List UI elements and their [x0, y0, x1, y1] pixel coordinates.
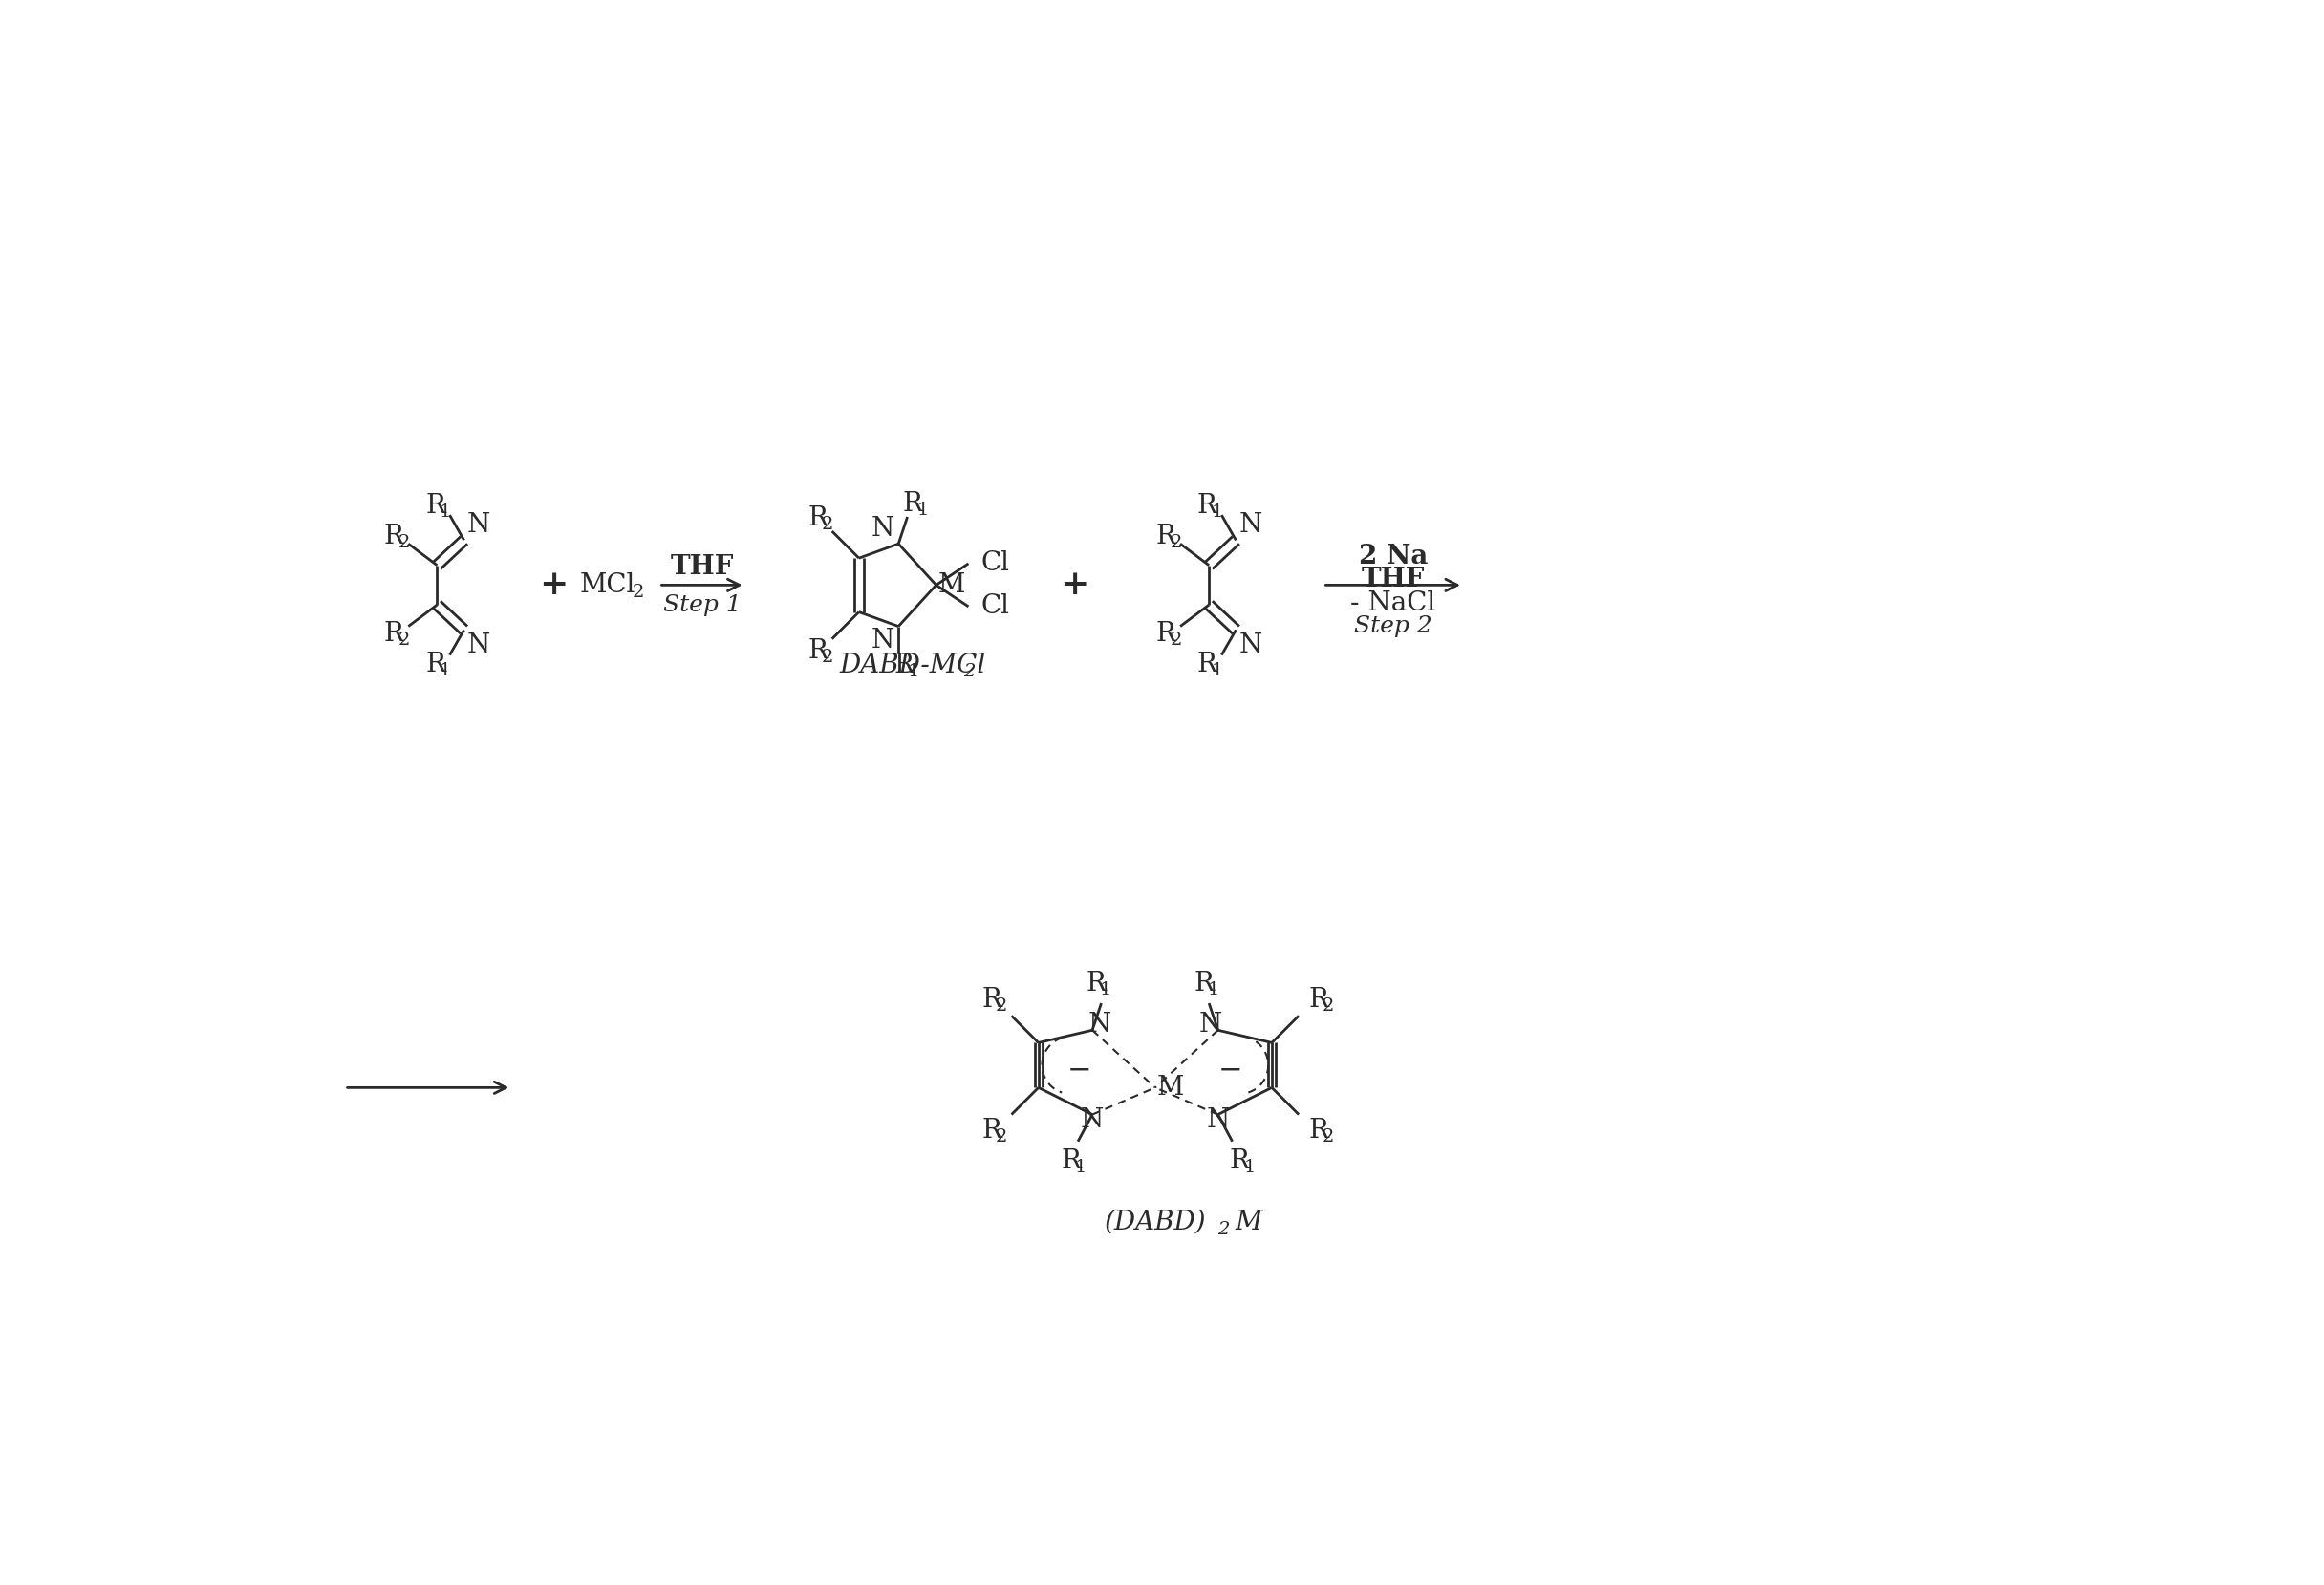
Text: R: R: [383, 523, 404, 550]
Text: M: M: [939, 572, 964, 598]
Text: R: R: [902, 491, 923, 517]
Text: R: R: [1229, 1148, 1250, 1174]
Text: 2 Na: 2 Na: [1360, 544, 1427, 569]
Text: N: N: [467, 512, 490, 537]
Text: N: N: [872, 628, 895, 655]
Text: R: R: [1060, 1148, 1081, 1174]
Text: N: N: [1206, 1106, 1229, 1133]
Text: 2: 2: [1169, 534, 1181, 552]
Text: N: N: [872, 517, 895, 542]
Text: 2: 2: [995, 1129, 1009, 1146]
Text: R: R: [1197, 651, 1218, 677]
Text: R: R: [981, 1117, 1002, 1143]
Text: THF: THF: [669, 555, 734, 580]
Text: N: N: [1239, 512, 1262, 537]
Text: R: R: [895, 653, 913, 678]
Text: N: N: [1088, 1011, 1111, 1038]
Text: 1: 1: [1211, 661, 1222, 678]
Text: DABD-MCl: DABD-MCl: [839, 653, 985, 678]
Text: Cl: Cl: [981, 550, 1009, 577]
Text: R: R: [425, 651, 446, 677]
Text: 2: 2: [1322, 1129, 1334, 1146]
Text: 2: 2: [632, 583, 644, 601]
Text: M: M: [1234, 1209, 1262, 1235]
Text: (DABD): (DABD): [1104, 1209, 1206, 1235]
Text: 1: 1: [916, 502, 930, 520]
Text: R: R: [1308, 1117, 1329, 1143]
Text: R: R: [809, 506, 827, 531]
Text: M: M: [1157, 1075, 1183, 1100]
Text: N: N: [1239, 632, 1262, 658]
Text: 1: 1: [1099, 981, 1111, 999]
Text: R: R: [1197, 493, 1218, 518]
Text: N: N: [1081, 1106, 1104, 1133]
Text: N: N: [1199, 1011, 1222, 1038]
Text: R: R: [809, 639, 827, 664]
Text: 1: 1: [439, 504, 451, 521]
Text: −: −: [1067, 1056, 1092, 1084]
Text: R: R: [425, 493, 446, 518]
Text: R: R: [1308, 987, 1329, 1013]
Text: N: N: [467, 632, 490, 658]
Text: 2: 2: [1322, 997, 1334, 1014]
Text: - NaCl: - NaCl: [1350, 590, 1436, 617]
Text: MCl: MCl: [579, 572, 634, 598]
Text: 2: 2: [1218, 1220, 1229, 1238]
Text: 2: 2: [995, 997, 1009, 1014]
Text: R: R: [981, 987, 1002, 1013]
Text: 1: 1: [1243, 1159, 1255, 1176]
Text: 1: 1: [439, 661, 451, 678]
Text: 2: 2: [964, 664, 976, 680]
Text: +: +: [539, 569, 569, 601]
Text: R: R: [1085, 970, 1106, 997]
Text: 2: 2: [397, 534, 409, 552]
Text: 1: 1: [1074, 1159, 1088, 1176]
Text: 2: 2: [823, 650, 834, 666]
Text: 1: 1: [1211, 504, 1222, 521]
Text: THF: THF: [1362, 567, 1425, 593]
Text: 2: 2: [823, 517, 834, 534]
Text: +: +: [1060, 569, 1090, 601]
Text: Step 1: Step 1: [662, 594, 741, 617]
Text: R: R: [383, 621, 404, 647]
Text: 2: 2: [397, 631, 409, 648]
Text: Step 2: Step 2: [1355, 615, 1432, 637]
Text: 1: 1: [1208, 981, 1220, 999]
Text: R: R: [1155, 621, 1176, 647]
Text: 2: 2: [1169, 631, 1181, 648]
Text: −: −: [1218, 1056, 1243, 1084]
Text: 1: 1: [909, 664, 920, 680]
Text: R: R: [1195, 970, 1213, 997]
Text: Cl: Cl: [981, 594, 1009, 620]
Text: R: R: [1155, 523, 1176, 550]
